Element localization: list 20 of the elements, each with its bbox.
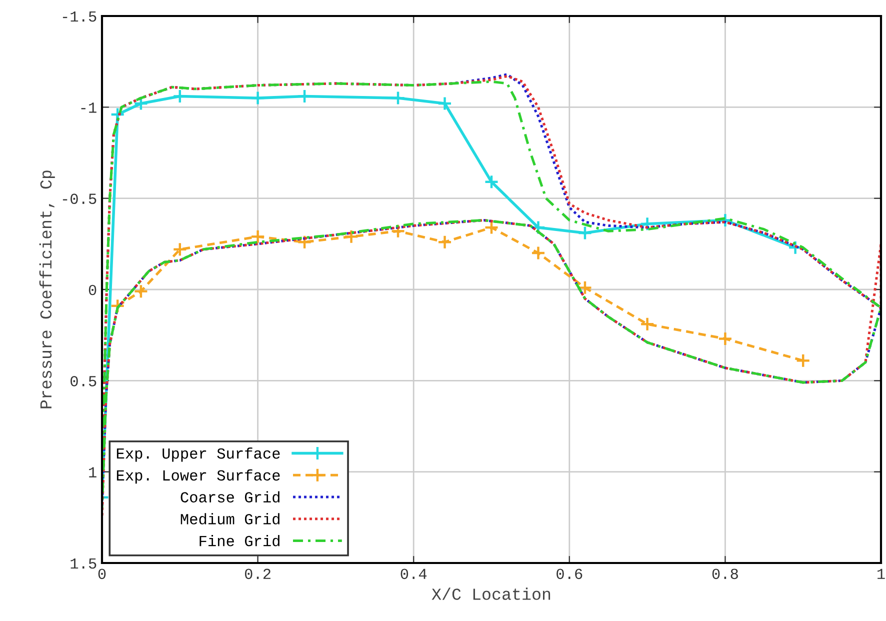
x-tick-label: 0.6 — [556, 568, 582, 580]
legend-label: Coarse Grid — [180, 491, 280, 503]
legend-label: Fine Grid — [200, 535, 280, 546]
y-tick-label: 1.5 — [70, 558, 96, 569]
legend-label: Exp. Upper Surface — [116, 447, 280, 462]
y-tick-label: 0.5 — [70, 376, 96, 386]
y-tick-label: -1.5 — [62, 11, 96, 22]
x-tick-label: 1 — [878, 568, 885, 579]
y-tick-label: -1 — [81, 102, 96, 113]
y-tick-label: 1 — [89, 467, 96, 478]
legend-label: Exp. Lower Surface — [116, 469, 280, 484]
y-axis-title: Pressure Coefficient, Cp — [39, 170, 55, 408]
x-axis-title: X/C Location — [432, 588, 550, 600]
y-tick-label: 0 — [88, 284, 96, 296]
x-tick-label: 0.2 — [244, 568, 270, 580]
legend-label: Medium Grid — [180, 513, 280, 524]
y-tick-label: -0.5 — [62, 194, 96, 204]
x-tick-label: 0.4 — [400, 568, 427, 580]
x-tick-label: 0.8 — [712, 568, 738, 580]
x-tick-label: 0 — [98, 568, 106, 580]
